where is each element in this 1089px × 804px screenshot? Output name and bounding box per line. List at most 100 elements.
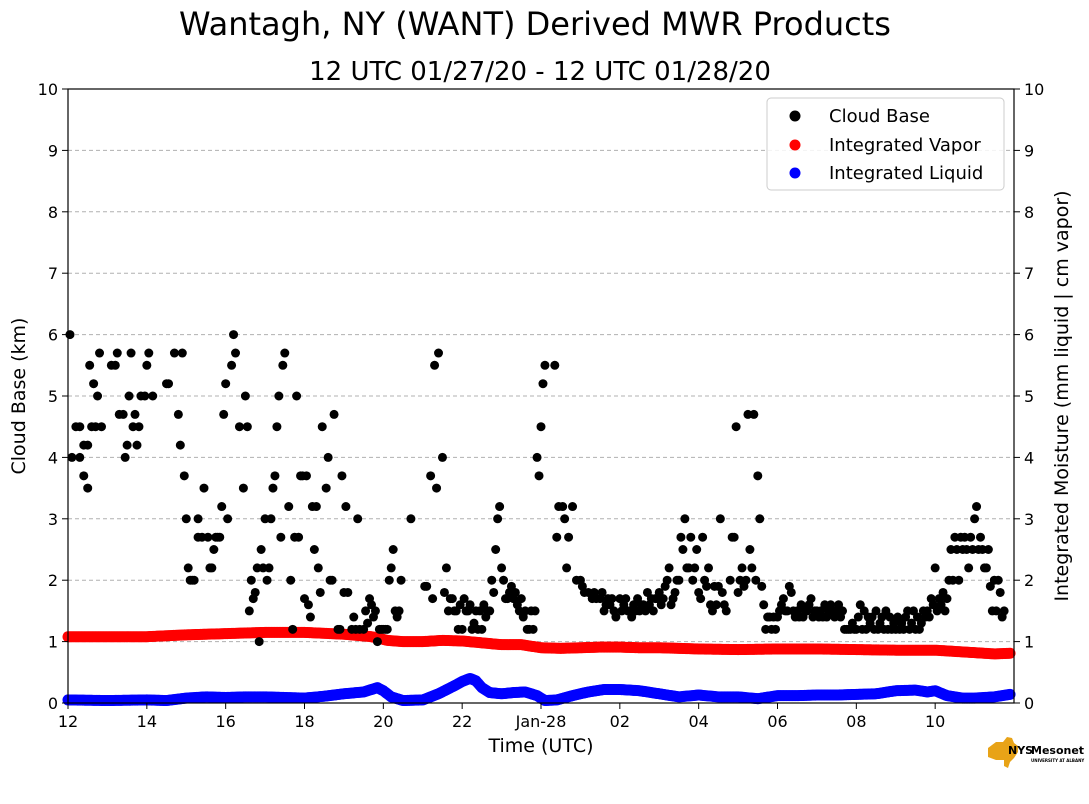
cloud-base-point <box>207 563 217 573</box>
cloud-base-point <box>731 422 741 432</box>
cloud-base-point <box>428 594 438 604</box>
cloud-base-point <box>144 348 154 358</box>
ny-state-shape-icon <box>988 737 1018 768</box>
x-tick-label: 04 <box>688 712 708 731</box>
y-axis-right-ticks: 0 1 2 3 4 5 6 7 8 9 10 <box>1014 80 1044 713</box>
cloud-base-point <box>426 471 436 481</box>
cloud-base-point <box>434 348 444 358</box>
cloud-base-point <box>749 409 759 419</box>
cloud-base-point <box>221 379 231 389</box>
cloud-base-point <box>871 606 881 616</box>
cloud-base-point <box>447 594 457 604</box>
cloud-base-point <box>422 581 432 591</box>
cloud-base-point <box>611 612 621 622</box>
cloud-base-point <box>75 422 85 432</box>
y2-tick-label: 5 <box>1024 387 1034 406</box>
logo-nys-text: NYS <box>1008 744 1033 757</box>
legend-box <box>766 97 1005 191</box>
cloud-base-point <box>272 422 282 432</box>
x-tick-label: 18 <box>294 712 314 731</box>
x-axis-ticks: 12 14 16 18 20 22 Jan-28 02 04 06 08 10 <box>58 703 945 731</box>
cloud-base-point <box>806 594 816 604</box>
x-tick-label: 22 <box>452 712 472 731</box>
cloud-base-point <box>215 532 225 542</box>
cloud-base-point <box>234 422 244 432</box>
cloud-base-point <box>664 563 674 573</box>
cloud-base-point <box>560 514 570 524</box>
cloud-base-point <box>313 563 323 573</box>
cloud-base-point <box>406 514 416 524</box>
cloud-base-point <box>930 563 940 573</box>
cloud-base-point <box>85 360 95 370</box>
cloud-base-point <box>940 606 950 616</box>
cloud-base-point <box>680 514 690 524</box>
cloud-base-point <box>337 471 347 481</box>
cloud-base-point <box>562 563 572 573</box>
cloud-base-point <box>112 348 122 358</box>
cloud-base-point <box>753 471 763 481</box>
cloud-base-point <box>678 545 688 554</box>
cloud-base-point <box>93 391 103 401</box>
cloud-base-point <box>441 563 451 573</box>
cloud-base-point <box>981 563 991 573</box>
cloud-base-point <box>382 624 392 634</box>
legend-marker-cloud-base <box>789 110 801 122</box>
cloud-base-point <box>386 563 396 573</box>
x-axis-label: Time (UTC) <box>487 735 593 757</box>
cloud-base-point <box>110 360 120 370</box>
y-tick-label: 5 <box>48 387 58 406</box>
cloud-base-point <box>219 409 229 419</box>
cloud-base-point <box>130 409 140 419</box>
cloud-base-point <box>499 575 509 585</box>
cloud-base-point <box>993 575 1003 585</box>
y2-tick-label: 4 <box>1024 448 1034 467</box>
cloud-base-point <box>528 624 538 634</box>
cloud-base-point <box>238 483 248 493</box>
cloud-base-point <box>89 379 99 389</box>
legend-label-cloud-base: Cloud Base <box>829 106 930 127</box>
chart-subtitle: 12 UTC 01/27/20 - 12 UTC 01/28/20 <box>309 57 771 87</box>
cloud-base-point <box>741 575 751 585</box>
cloud-base-point <box>432 483 442 493</box>
cloud-base-point <box>203 532 213 542</box>
cloud-base-point <box>771 624 781 634</box>
cloud-base-point <box>276 532 286 542</box>
cloud-base-point <box>838 606 848 616</box>
cloud-base-point <box>317 422 327 432</box>
cloud-base-point <box>532 452 542 462</box>
cloud-base-point <box>692 545 702 554</box>
cloud-base-point <box>493 514 503 524</box>
cloud-base-point <box>536 422 546 432</box>
cloud-base-point <box>335 624 345 634</box>
cloud-base-point <box>676 532 686 542</box>
cloud-base-point <box>384 575 394 585</box>
cloud-base-point <box>217 502 227 512</box>
logo-subtext: UNIVERSITY AT ALBANY <box>1031 758 1084 763</box>
cloud-base-point <box>193 514 203 524</box>
cloud-base-point <box>262 575 272 585</box>
cloud-base-point <box>294 532 304 542</box>
cloud-base-point <box>75 452 85 462</box>
cloud-base-point <box>329 409 339 419</box>
x-tick-label: 14 <box>137 712 157 731</box>
x-tick-label: 20 <box>373 712 393 731</box>
cloud-base-point <box>95 348 105 358</box>
cloud-base-point <box>280 348 290 358</box>
cloud-base-point <box>242 422 252 432</box>
legend-label-integrated-vapor: Integrated Vapor <box>829 135 981 156</box>
cloud-base-point <box>394 606 404 616</box>
cloud-base-point <box>698 532 708 542</box>
y-axis-label: Cloud Base (km) <box>8 318 30 475</box>
cloud-base-point <box>621 594 631 604</box>
cloud-base-point <box>721 606 731 616</box>
y2-tick-label: 0 <box>1024 694 1034 713</box>
cloud-base-point <box>477 624 487 634</box>
cloud-base-point <box>309 545 319 554</box>
nys-mesonet-logo: NYS Mesonet UNIVERSITY AT ALBANY <box>988 737 1084 768</box>
cloud-base-point <box>970 514 980 524</box>
cloud-base-point <box>363 618 373 628</box>
cloud-base-point <box>323 452 333 462</box>
cloud-base-point <box>607 594 617 604</box>
cloud-base-point <box>737 563 747 573</box>
